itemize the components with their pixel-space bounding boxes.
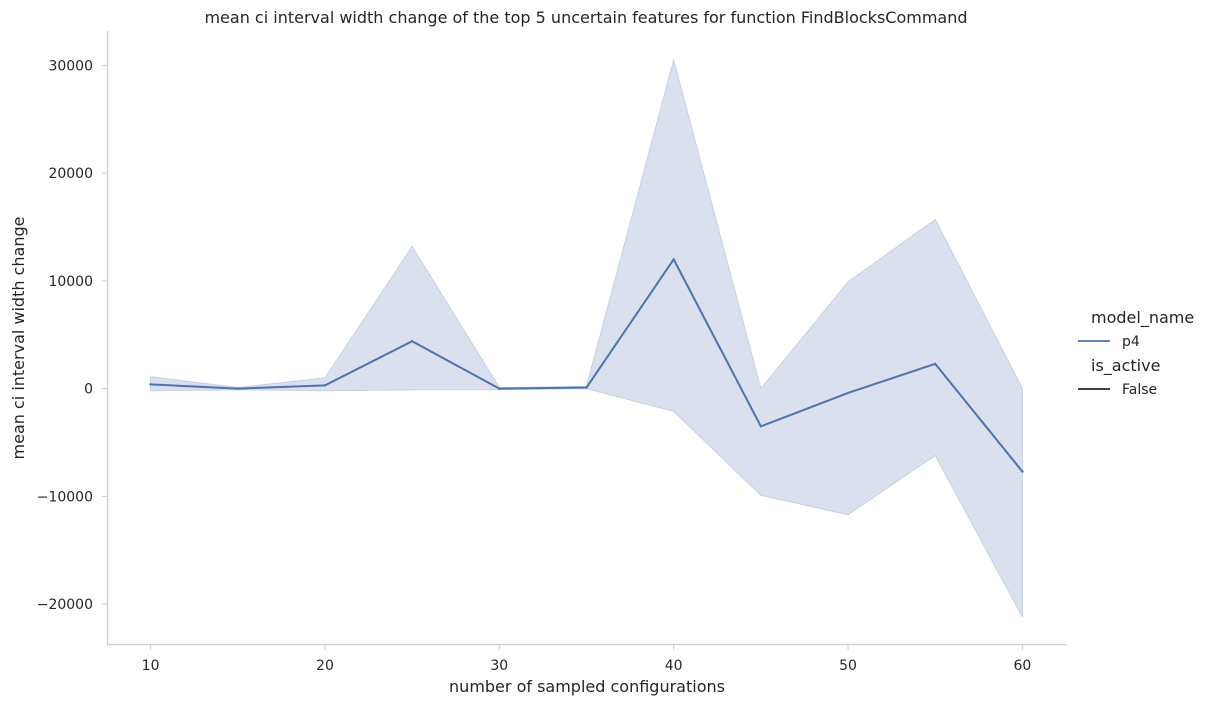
- x-tick-label-2: 30: [490, 658, 508, 674]
- chart-title: mean ci interval width change of the top…: [204, 8, 967, 27]
- data-point-p4-9: [934, 362, 937, 366]
- x-tick-label-5: 60: [1013, 658, 1031, 674]
- x-axis-label: number of sampled configurations: [449, 677, 725, 696]
- data-point-p4-0: [149, 383, 152, 386]
- data-point-p4-8: [846, 391, 850, 395]
- y-tick-label-1: −10000: [37, 489, 93, 505]
- legend-label-false: False: [1122, 382, 1157, 398]
- y-tick-label-4: 20000: [48, 166, 93, 182]
- data-point-p4-4: [498, 387, 501, 390]
- x-tick-label-0: 10: [142, 658, 160, 674]
- y-axis-label: mean ci interval width change: [9, 217, 28, 460]
- x-tick-label-3: 40: [665, 658, 683, 674]
- y-tick-label-0: −20000: [37, 597, 93, 613]
- legend-hue-title: model_name: [1091, 308, 1194, 328]
- legend: model_name p4 is_active False: [1078, 308, 1194, 398]
- data-point-p4-6: [672, 258, 675, 261]
- y-tick-label-3: 10000: [48, 274, 93, 290]
- y-tick-label-2: 0: [84, 382, 93, 398]
- legend-label-p4: p4: [1122, 334, 1140, 350]
- x-tick-label-1: 20: [316, 658, 334, 674]
- confidence-band-p4: [150, 58, 1023, 618]
- data-point-p4-2: [323, 384, 327, 387]
- y-tick-label-5: 30000: [48, 58, 93, 74]
- data-point-p4-1: [236, 387, 239, 390]
- plot-area: [149, 58, 1024, 618]
- x-tick-label-4: 50: [839, 658, 857, 674]
- data-point-p4-5: [585, 386, 588, 389]
- legend-style-title: is_active: [1091, 356, 1160, 376]
- x-axis-ticks: 10 20 30 40 50 60: [142, 645, 1031, 674]
- data-point-p4-7: [759, 425, 763, 428]
- data-point-p4-10: [1021, 470, 1024, 473]
- y-axis-ticks: −20000 −10000 0 10000 20000 30000: [37, 58, 107, 613]
- data-point-p4-3: [410, 340, 414, 343]
